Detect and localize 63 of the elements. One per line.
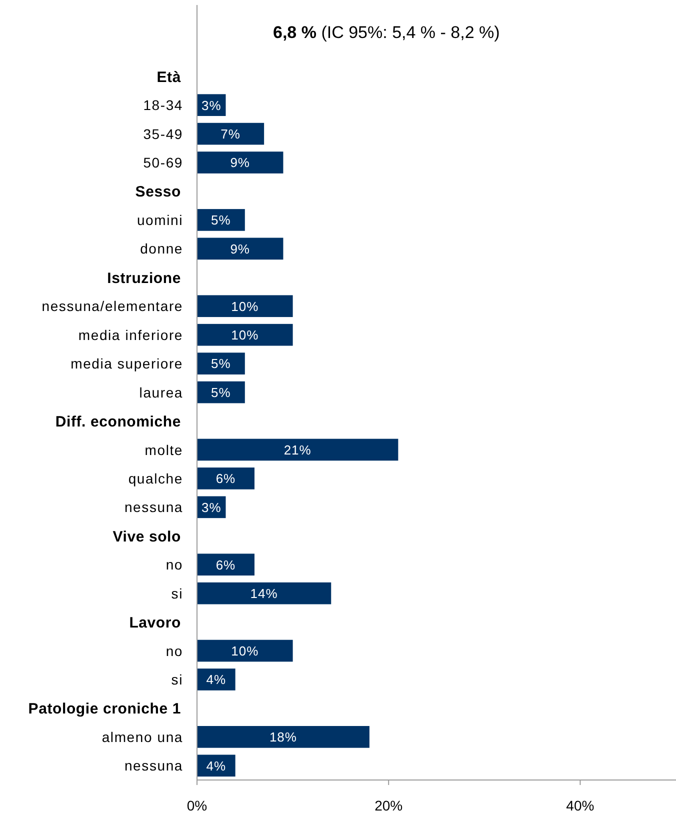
data-label: 5% — [211, 356, 231, 372]
x-tick-label: 20% — [374, 797, 403, 814]
bar — [197, 122, 264, 145]
y-tick-label: Patologie croniche 1 — [28, 700, 181, 718]
y-tick-label: molte — [144, 442, 183, 458]
y-tick-label: Lavoro — [129, 614, 181, 632]
data-label: 3% — [201, 98, 222, 113]
data-label: 9% — [230, 241, 250, 256]
y-tick-label: Età — [156, 68, 182, 86]
y-tick-label: donne — [140, 240, 183, 257]
y-tick-label: si — [171, 585, 183, 602]
data-label: 18% — [269, 730, 297, 745]
bar — [197, 438, 398, 461]
y-tick-label: media superiore — [70, 356, 183, 372]
bar — [197, 582, 332, 604]
bar — [197, 468, 254, 490]
y-tick-label: media inferiore — [78, 326, 183, 343]
data-label: 10% — [231, 328, 259, 343]
data-label: 7% — [220, 126, 240, 142]
bar — [197, 554, 254, 576]
y-tick-label: Vive solo — [112, 528, 181, 546]
data-label: 10% — [231, 643, 259, 658]
bar — [197, 640, 293, 662]
bar — [197, 352, 245, 374]
y-tick-label: nessuna — [124, 758, 183, 774]
y-tick-label: laurea — [139, 384, 183, 400]
bar — [197, 152, 284, 174]
bar — [197, 726, 370, 748]
data-label: 6% — [216, 471, 236, 486]
data-label: 21% — [284, 442, 312, 458]
y-tick-label: almeno una — [102, 728, 183, 745]
y-tick-label: si — [171, 672, 183, 688]
data-label: 4% — [206, 672, 226, 688]
bar — [197, 238, 284, 260]
y-tick-label: nessuna — [124, 499, 183, 516]
data-label: 6% — [216, 557, 236, 572]
y-tick-label: 18-34 — [143, 97, 183, 114]
data-label: 5% — [211, 384, 231, 400]
data-label: 10% — [231, 298, 259, 314]
y-tick-label: qualche — [128, 470, 183, 486]
y-tick-label: Sesso — [135, 184, 181, 201]
x-tick-label: 0% — [186, 797, 208, 814]
data-label: 5% — [211, 212, 231, 228]
bar — [197, 754, 236, 777]
y-tick-label: nessuna/elementare — [42, 298, 183, 314]
x-tick-label: 40% — [566, 797, 594, 814]
data-label: 14% — [250, 586, 278, 601]
y-tick-label: no — [166, 642, 183, 659]
bar — [197, 295, 293, 318]
bar — [197, 324, 293, 346]
bar — [197, 668, 236, 690]
bar — [197, 209, 245, 231]
y-tick-label: 50-69 — [143, 154, 183, 171]
chart-subtitle: (IC 95%: 5,4 % - 8,2 %) — [316, 23, 500, 42]
data-label: 9% — [230, 155, 250, 170]
chart-title: 6,8 % — [273, 23, 316, 42]
data-label: 3% — [201, 500, 222, 515]
y-tick-label: 35-49 — [143, 126, 183, 142]
y-tick-label: Diff. economiche — [55, 413, 181, 430]
data-label: 4% — [206, 758, 226, 774]
y-tick-label: uomini — [136, 212, 183, 228]
y-tick-label: Istruzione — [107, 270, 181, 287]
y-tick-label: no — [166, 556, 183, 573]
